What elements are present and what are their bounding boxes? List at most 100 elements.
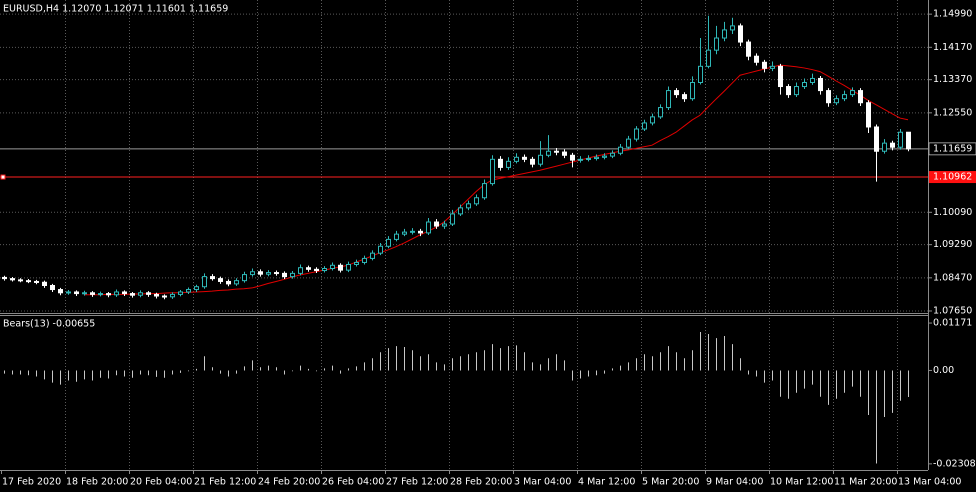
marks [0, 15, 928, 464]
candle-body [442, 223, 447, 227]
candle-body [162, 295, 167, 298]
candle-body [202, 276, 207, 288]
candle-body [682, 94, 687, 100]
candle-body [746, 41, 751, 57]
current-price-box [928, 142, 976, 156]
candle-body [634, 128, 639, 140]
candle-body [338, 264, 343, 271]
candle-body [314, 268, 319, 272]
candle-body [90, 292, 95, 295]
candle-body [626, 138, 631, 148]
candle-body [274, 272, 279, 275]
x-tick-label: 9 Mar 04:00 [706, 477, 763, 488]
y-tick-label: 1.09290 [933, 239, 972, 250]
candle-body [34, 280, 39, 283]
level-box [929, 171, 976, 184]
candle-body [834, 98, 839, 104]
candle-body [226, 280, 231, 285]
x-tick-label: 4 Mar 12:00 [578, 477, 635, 488]
candle-body [18, 279, 23, 282]
candle-body [474, 197, 479, 205]
candle-body [58, 289, 63, 294]
candle-body [554, 150, 559, 153]
x-tick-label: 18 Feb 20:00 [66, 477, 128, 488]
candle-body [818, 77, 823, 92]
current-price-label: 1.11659 [933, 143, 972, 154]
candle-body [426, 221, 431, 234]
candle-body [650, 116, 655, 124]
candle-body [330, 264, 335, 270]
candle-body [466, 203, 471, 209]
candle-body [578, 158, 583, 161]
x-tick-label: 13 Mar 04:00 [898, 477, 961, 488]
candle-body [722, 29, 727, 39]
chart-title: EURUSD,H4 1.12070 1.12071 1.11601 1.1165… [3, 4, 228, 15]
candle-body [754, 55, 759, 63]
candle-body [346, 263, 351, 271]
candle-body [418, 230, 423, 234]
candle-body [306, 267, 311, 270]
candle-body [642, 122, 647, 130]
candle-body [42, 281, 47, 287]
candle-body [402, 231, 407, 235]
candle-body [538, 154, 543, 165]
candle-body [890, 142, 895, 148]
y-tick-label: 1.08470 [933, 272, 972, 283]
x-tick-label: 26 Feb 04:00 [322, 477, 384, 488]
y-tick-label: 1.12550 [933, 107, 972, 118]
candle-body [714, 37, 719, 51]
grid [0, 0, 928, 470]
candle-body [82, 292, 87, 295]
candle-body [98, 293, 103, 296]
candle-body [506, 160, 511, 168]
x-tick-label: 21 Feb 12:00 [194, 477, 256, 488]
candle-body [842, 94, 847, 100]
candle-body [602, 155, 607, 158]
candle-body [562, 151, 567, 156]
candle-body [530, 158, 535, 165]
candle-body [658, 107, 663, 118]
candle-body [50, 285, 55, 291]
candle-body [138, 292, 143, 296]
candle-body [586, 158, 591, 161]
y-tick-label: 1.14170 [933, 42, 972, 53]
candle-body [458, 207, 463, 215]
y-tick-label: 1.10090 [933, 207, 972, 218]
candle-body [242, 274, 247, 282]
candle-body [866, 102, 871, 128]
candle-body [378, 245, 383, 254]
candle-body [322, 268, 327, 272]
candle-body [730, 25, 735, 31]
level-label: 1.10962 [933, 172, 972, 183]
candle-body [794, 86, 799, 96]
candle-body [698, 65, 703, 83]
candle-body [266, 272, 271, 275]
candle-body [218, 278, 223, 282]
x-tick-label: 20 Feb 04:00 [130, 477, 192, 488]
candle-body [690, 81, 695, 100]
candle-body [762, 61, 767, 69]
candle-body [666, 90, 671, 109]
candle-body [490, 158, 495, 185]
candle-body [570, 154, 575, 161]
candle-body [122, 291, 127, 295]
candle-body [114, 291, 119, 296]
candle-body [298, 267, 303, 274]
candle-body [170, 293, 175, 298]
candle-body [706, 49, 711, 67]
candle-body [906, 131, 911, 150]
candle-body [850, 90, 855, 96]
candle-body [810, 77, 815, 83]
candle-body [618, 146, 623, 154]
candle-body [234, 280, 239, 285]
candle-body [210, 276, 215, 280]
candle-body [282, 272, 287, 278]
candle-body [450, 213, 455, 225]
candle-body [410, 230, 415, 233]
candle-body [874, 126, 879, 152]
x-tick-label: 10 Mar 12:00 [770, 477, 833, 488]
candle-body [610, 152, 615, 157]
candle-body [546, 150, 551, 156]
candle-body [482, 183, 487, 199]
